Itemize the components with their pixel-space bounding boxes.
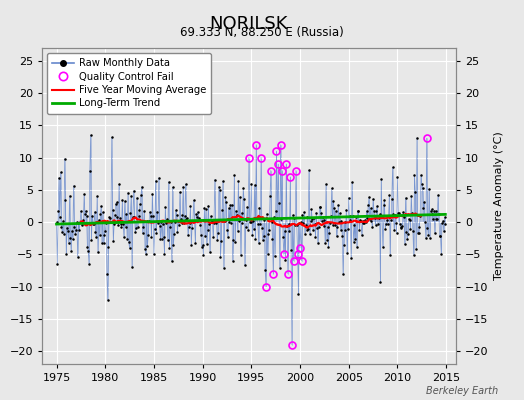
- Text: Berkeley Earth: Berkeley Earth: [425, 386, 498, 396]
- Title: NORILSK: NORILSK: [210, 14, 288, 32]
- Text: 69.333 N, 88.250 E (Russia): 69.333 N, 88.250 E (Russia): [180, 26, 344, 39]
- Y-axis label: Temperature Anomaly (°C): Temperature Anomaly (°C): [494, 132, 504, 280]
- Legend: Raw Monthly Data, Quality Control Fail, Five Year Moving Average, Long-Term Tren: Raw Monthly Data, Quality Control Fail, …: [47, 53, 211, 114]
